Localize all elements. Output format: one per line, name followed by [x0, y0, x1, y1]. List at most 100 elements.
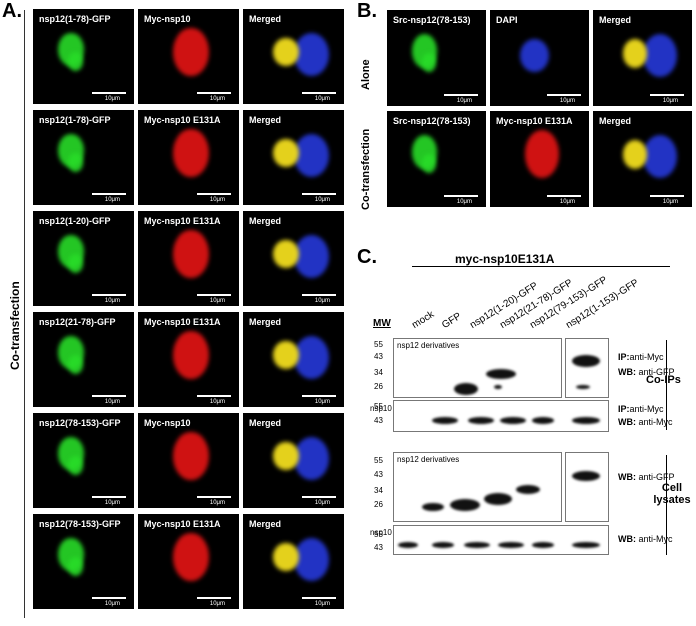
micrograph-label: nsp12(1-20)-GFP: [39, 216, 111, 226]
a-micrograph-r4-c0: nsp12(78-153)-GFP 10μm: [33, 413, 134, 508]
scale-bar-label: 10μm: [209, 399, 225, 405]
micrograph-label: Merged: [249, 14, 282, 24]
fluorescence-signal: [68, 51, 84, 71]
band: [500, 417, 526, 424]
scale-bar-label: 10μm: [104, 601, 120, 607]
scale-bar: [302, 395, 336, 397]
scale-bar-label: 10μm: [104, 399, 120, 405]
fluorescence-signal: [273, 138, 299, 167]
ip-annotation: IP:anti-Myc: [618, 404, 664, 414]
a-micrograph-r1-c1: Myc-nsp10 E131A 10μm: [138, 110, 239, 205]
fluorescence-signal: [68, 253, 84, 273]
scale-bar-label: 10μm: [314, 500, 330, 506]
band: [486, 369, 516, 379]
a-micrograph-r0-c2: Merged 10μm: [243, 9, 344, 104]
fluorescence-signal: [173, 129, 209, 177]
band: [398, 542, 418, 548]
a-micrograph-r3-c1: Myc-nsp10 E131A 10μm: [138, 312, 239, 407]
mw-marker: 55: [374, 340, 383, 349]
scale-bar-label: 10μm: [209, 298, 225, 304]
fluorescence-signal: [293, 234, 329, 278]
blot-coip-nsp12: nsp12 derivatives: [393, 338, 562, 398]
micrograph-label: Merged: [599, 15, 632, 25]
scale-bar-label: 10μm: [104, 298, 120, 304]
fluorescence-signal: [273, 239, 299, 268]
scale-bar-label: 10μm: [104, 197, 120, 203]
scale-bar-label: 10μm: [314, 96, 330, 102]
fluorescence-signal: [421, 154, 437, 174]
micrograph-label: Myc-nsp10 E131A: [144, 519, 221, 529]
scale-bar: [197, 193, 231, 195]
a-micrograph-r1-c2: Merged 10μm: [243, 110, 344, 205]
panel-a-side-label: Co-transfection: [8, 281, 22, 370]
scale-bar: [302, 496, 336, 498]
micrograph-label: Merged: [249, 115, 282, 125]
band: [450, 499, 480, 511]
scale-bar: [92, 395, 126, 397]
scale-bar-label: 10μm: [209, 96, 225, 102]
mw-marker: 43: [374, 470, 383, 479]
fluorescence-signal: [519, 38, 550, 73]
fluorescence-signal: [293, 133, 329, 177]
micrograph-label: Merged: [599, 116, 632, 126]
scale-bar-label: 10μm: [559, 199, 575, 205]
scale-bar: [547, 195, 581, 197]
fluorescence-signal: [273, 37, 299, 66]
band: [572, 471, 600, 481]
blot-inner-label: nsp10: [370, 528, 392, 537]
fluorescence-signal: [68, 354, 84, 374]
scale-bar: [92, 193, 126, 195]
micrograph-label: Myc-nsp10: [144, 418, 191, 428]
micrograph-label: Myc-nsp10 E131A: [144, 216, 221, 226]
band: [576, 385, 590, 389]
wb-annotation: WB: anti-GFP: [618, 367, 675, 377]
a-micrograph-r4-c2: Merged 10μm: [243, 413, 344, 508]
mw-marker: 43: [374, 543, 383, 552]
a-micrograph-r4-c1: Myc-nsp10 10μm: [138, 413, 239, 508]
band: [516, 485, 540, 494]
micrograph-label: Myc-nsp10 E131A: [144, 115, 221, 125]
fluorescence-signal: [622, 139, 648, 169]
group-label-coips: Co-IPs: [646, 374, 681, 386]
scale-bar-label: 10μm: [209, 500, 225, 506]
a-micrograph-r3-c2: Merged 10μm: [243, 312, 344, 407]
scale-bar: [197, 597, 231, 599]
panel-b-row-label-cotransfection: Co-transfection: [360, 128, 372, 210]
band: [484, 493, 512, 505]
micrograph-label: Myc-nsp10: [144, 14, 191, 24]
band: [432, 417, 458, 424]
micrograph-label: nsp12(78-153)-GFP: [39, 519, 121, 529]
panel-letter-a: A.: [2, 0, 22, 22]
scale-bar: [302, 597, 336, 599]
micrograph-label: nsp12(21-78)-GFP: [39, 317, 116, 327]
scale-bar-label: 10μm: [456, 199, 472, 205]
fluorescence-signal: [293, 32, 329, 76]
fluorescence-signal: [293, 537, 329, 581]
scale-bar: [92, 496, 126, 498]
mw-marker: 26: [374, 500, 383, 509]
fluorescence-signal: [68, 556, 84, 576]
band: [422, 503, 444, 511]
mw-marker: 55: [374, 402, 383, 411]
mw-marker: 34: [374, 486, 383, 495]
panel-b-row-label-alone: Alone: [360, 59, 372, 90]
scale-bar-label: 10μm: [314, 298, 330, 304]
micrograph-label: DAPI: [496, 15, 518, 25]
micrograph-label: Merged: [249, 317, 282, 327]
blot-lysate-nsp12-right: [565, 452, 609, 522]
band: [498, 542, 524, 548]
wb-annotation: WB: anti-Myc: [618, 417, 673, 427]
micrograph-label: nsp12(1-78)-GFP: [39, 115, 111, 125]
fluorescence-signal: [642, 34, 678, 78]
mw-marker: 43: [374, 416, 383, 425]
scale-bar-label: 10μm: [209, 197, 225, 203]
a-micrograph-r5-c1: Myc-nsp10 E131A 10μm: [138, 514, 239, 609]
scale-bar-label: 10μm: [662, 199, 678, 205]
a-micrograph-r5-c0: nsp12(78-153)-GFP 10μm: [33, 514, 134, 609]
a-micrograph-r1-c0: nsp12(1-78)-GFP 10μm: [33, 110, 134, 205]
micrograph-label: Myc-nsp10 E131A: [496, 116, 573, 126]
band: [494, 385, 502, 389]
fluorescence-signal: [293, 335, 329, 379]
scale-bar-label: 10μm: [209, 601, 225, 607]
a-micrograph-r3-c0: nsp12(21-78)-GFP 10μm: [33, 312, 134, 407]
